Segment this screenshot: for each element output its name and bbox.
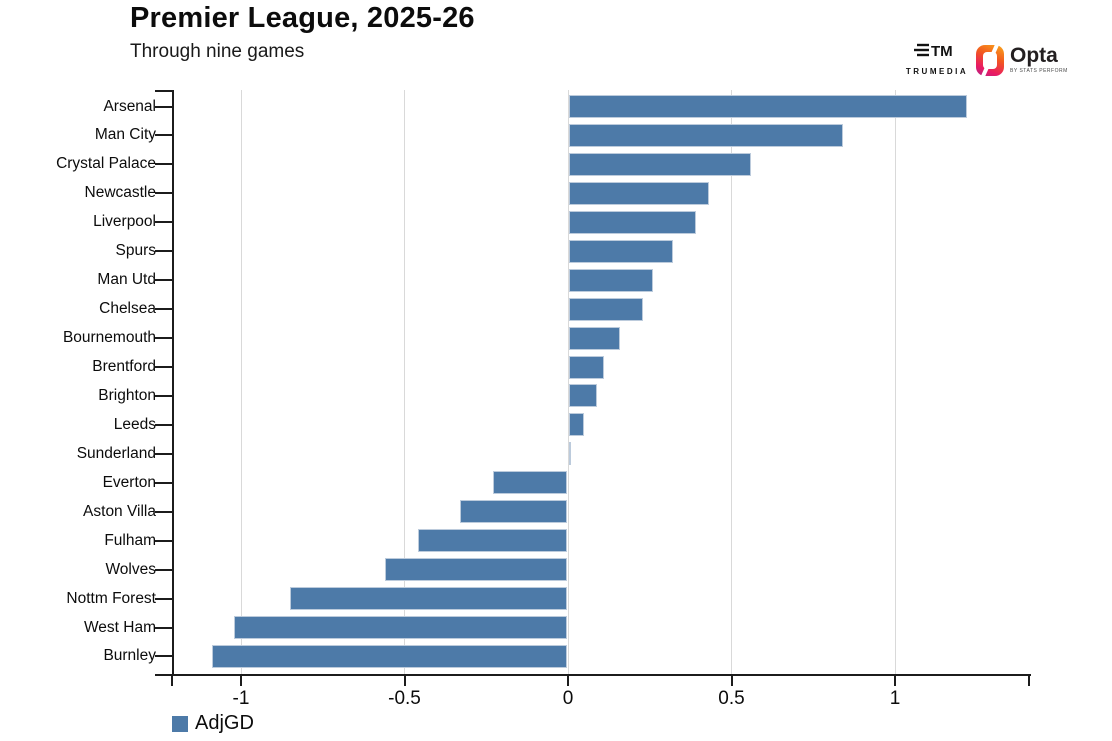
x-tick-label: -0.5 [388, 688, 421, 709]
bar-fulham [417, 529, 567, 553]
bar-crystal-palace [569, 152, 752, 176]
category-label-west-ham: West Ham [83, 618, 156, 636]
bar-chelsea [569, 297, 644, 321]
category-tick [155, 366, 172, 369]
bar-bournemouth [569, 326, 621, 350]
bar-newcastle [569, 181, 709, 205]
x-tick [403, 674, 406, 686]
x-tick [567, 674, 569, 686]
category-label-newcastle: Newcastle [84, 184, 157, 202]
category-tick [155, 481, 172, 484]
bar-leeds [569, 413, 585, 437]
bar-wolves [384, 558, 567, 582]
category-label-brighton: Brighton [98, 386, 156, 404]
category-label-burnley: Burnley [103, 647, 156, 665]
x-tick-label: 0 [562, 688, 574, 709]
category-label-arsenal: Arsenal [103, 97, 156, 115]
x-gridline [567, 90, 569, 674]
category-tick [155, 105, 172, 108]
x-axis-edge-tick [1028, 674, 1030, 686]
x-gridline [404, 90, 405, 674]
category-label-crystal-palace: Crystal Palace [56, 155, 156, 173]
bar-man-utd [569, 268, 654, 292]
bar-liverpool [569, 210, 696, 234]
category-tick [155, 250, 172, 253]
x-tick-label: -1 [232, 688, 250, 709]
bar-brighton [569, 384, 598, 408]
svg-text:TM: TM [931, 43, 953, 60]
category-label-sunderland: Sunderland [76, 444, 156, 462]
category-tick [155, 308, 172, 311]
legend-swatch-adjgd [172, 715, 188, 732]
category-label-aston-villa: Aston Villa [83, 502, 156, 520]
category-label-chelsea: Chelsea [99, 300, 156, 318]
x-tick-label: 0.5 [718, 688, 745, 709]
x-gridline [894, 90, 896, 674]
category-label-leeds: Leeds [113, 415, 156, 433]
category-label-wolves: Wolves [105, 560, 156, 578]
category-label-spurs: Spurs [115, 242, 157, 260]
category-tick [155, 221, 172, 224]
bar-arsenal [569, 95, 967, 118]
category-tick [155, 134, 172, 137]
category-tick [155, 655, 172, 658]
trumedia-logo: TM TRUMEDIA [901, 42, 973, 76]
category-label-bournemouth: Bournemouth [62, 329, 156, 347]
opta-logo: Opta BY STATS PERFORM [976, 42, 1068, 79]
bar-west-ham [234, 616, 567, 640]
trumedia-label: TRUMEDIA [905, 67, 969, 76]
legend-label: AdjGD [195, 712, 254, 734]
category-tick [155, 337, 172, 340]
bar-spurs [569, 239, 673, 263]
category-label-liverpool: Liverpool [93, 213, 156, 231]
category-tick [155, 539, 172, 542]
x-axis-line [155, 674, 1031, 676]
opta-label: Opta [1010, 44, 1058, 67]
trumedia-icon: TM [914, 43, 953, 60]
category-tick [155, 597, 172, 600]
x-tick-label: 1 [889, 688, 901, 709]
x-tick [894, 674, 896, 686]
bar-man-city [569, 123, 843, 147]
chart-subtitle: Through nine games [130, 41, 305, 62]
x-tick [240, 674, 242, 686]
legend: AdjGD [172, 712, 254, 735]
category-label-nottm-forest: Nottm Forest [66, 589, 156, 607]
x-axis-edge-tick [171, 674, 173, 686]
bar-aston-villa [460, 500, 567, 524]
bar-sunderland [569, 442, 572, 466]
category-tick [155, 192, 172, 195]
bar-nottm-forest [290, 587, 567, 611]
category-label-fulham: Fulham [104, 531, 156, 549]
bar-everton [492, 471, 567, 495]
category-tick [155, 510, 172, 513]
bar-brentford [569, 355, 604, 379]
category-label-man-city: Man City [94, 126, 156, 144]
x-gridline [240, 90, 242, 674]
category-tick [155, 163, 172, 166]
x-gridline [731, 90, 732, 674]
opta-ring-icon [976, 42, 1004, 79]
category-label-everton: Everton [102, 473, 156, 491]
chart-title: Premier League, 2025-26 [130, 2, 475, 34]
category-tick [155, 394, 172, 397]
category-tick [155, 626, 172, 629]
category-tick [155, 452, 172, 455]
bar-burnley [211, 644, 567, 668]
x-tick [730, 674, 733, 686]
y-axis-top-cap-tick [155, 90, 172, 92]
y-axis-line [172, 90, 174, 676]
category-label-man-utd: Man Utd [97, 271, 156, 289]
category-tick [155, 279, 172, 282]
category-label-brentford: Brentford [92, 358, 156, 376]
category-tick [155, 568, 172, 571]
opta-sublabel: BY STATS PERFORM [1010, 68, 1068, 74]
category-tick [155, 423, 172, 426]
